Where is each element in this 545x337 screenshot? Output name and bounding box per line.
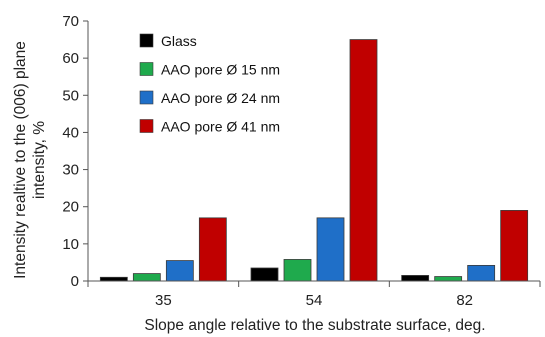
bar [401,275,430,282]
bar [283,259,312,282]
bar [198,217,227,282]
bar [132,273,161,282]
legend: Glass AAO pore Ø 15 nm AAO pore Ø 24 nm AAO… [139,33,280,135]
bar [467,264,496,282]
y-axis-ticks: 0 10 20 30 40 50 60 70 [62,13,88,290]
legend-swatch [139,119,154,133]
bar [250,267,279,282]
legend-label: AAO pore Ø 15 nm [161,62,280,78]
legend-label: AAO pore Ø 24 nm [161,90,280,106]
y-tick-label: 0 [71,273,79,290]
bar [316,217,345,282]
y-axis-title-line-2: intensity, % [31,121,48,199]
y-tick-label: 70 [62,13,79,30]
legend-label: AAO pore Ø 41 nm [161,119,280,135]
y-tick-label: 50 [62,87,79,104]
y-axis-title-line-1: Intensity realtive to the (006) plane [12,41,29,279]
x-tick-label: 82 [456,292,473,309]
y-tick-label: 20 [62,199,79,216]
legend-swatch [139,90,154,105]
y-tick-label: 40 [62,124,79,141]
y-tick-label: 10 [62,236,79,253]
y-axis-title: Intensity realtive to the (006) plane in… [12,41,48,279]
x-tick-label: 54 [306,292,323,309]
y-tick-label: 60 [62,50,79,67]
bar [349,39,378,282]
bars [99,39,529,282]
axes [87,21,540,282]
legend-swatch [139,62,154,76]
y-tick-label: 30 [62,162,79,179]
x-tick-label: 35 [155,292,172,309]
legend-label: Glass [161,33,197,49]
bar [165,260,194,282]
legend-swatch [139,33,154,48]
x-axis-title: Slope angle relative to the substrate su… [144,317,485,334]
x-axis-ticks: 35 54 82 [87,281,541,309]
bar [99,276,128,282]
bar [500,210,529,282]
bar [434,276,463,282]
